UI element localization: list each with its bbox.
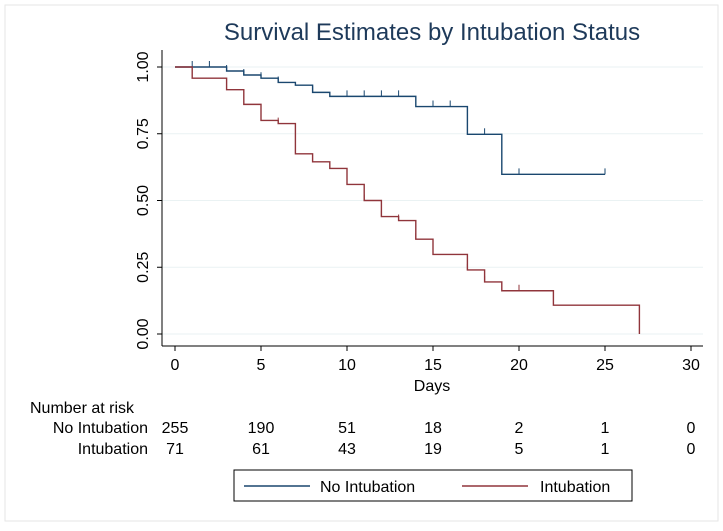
x-tick-label: 15: [424, 357, 442, 374]
risk-value-no-intubation: 51: [338, 420, 356, 437]
legend-box: [233, 469, 633, 502]
x-tick-label: 10: [338, 357, 356, 374]
risk-table: Number at risk No Intubation Intubation …: [30, 400, 696, 458]
x-tick-label: 5: [257, 357, 266, 374]
y-tick-label: 0.25: [135, 252, 152, 283]
y-tick-label: 0.75: [135, 118, 152, 149]
risk-value-no-intubation: 0: [687, 420, 696, 437]
risk-value-intubation: 43: [338, 441, 356, 458]
y-axis-ticks: 0.00 0.25 0.50 0.75 1.00: [135, 51, 162, 350]
gridlines: [162, 66, 703, 335]
risk-value-no-intubation: 255: [162, 420, 189, 437]
outer-border: [4, 4, 719, 522]
risk-value-no-intubation: 18: [424, 420, 442, 437]
risk-values: 255 190 51 18 2 1 071 61 43 19 5 1 0: [162, 420, 696, 458]
x-axis-label: Days: [414, 378, 450, 395]
series-layer: [175, 61, 641, 334]
legend-label-no-intubation: No Intubation: [320, 479, 415, 496]
risk-row-label-intubation: Intubation: [78, 441, 148, 458]
chart-title: Survival Estimates by Intubation Status: [224, 19, 640, 46]
legend-label-intubation: Intubation: [540, 479, 610, 496]
y-tick-label: 1.00: [135, 51, 152, 82]
x-axis-ticks: 0 5 10 15 20 25 30: [171, 346, 700, 374]
risk-row-label-no-intubation: No Intubation: [53, 420, 148, 437]
y-tick-label: 0.00: [135, 318, 152, 349]
risk-value-intubation: 0: [687, 441, 696, 458]
risk-value-intubation: 1: [601, 441, 610, 458]
risk-value-intubation: 19: [424, 441, 442, 458]
y-tick-label: 0.50: [135, 185, 152, 216]
risk-value-no-intubation: 2: [515, 420, 524, 437]
risk-value-intubation: 5: [515, 441, 524, 458]
legend: No Intubation Intubation: [233, 469, 633, 502]
risk-value-intubation: 61: [252, 441, 270, 458]
x-tick-label: 20: [510, 357, 528, 374]
x-tick-label: 0: [171, 357, 180, 374]
risk-value-no-intubation: 190: [248, 420, 275, 437]
x-tick-label: 25: [596, 357, 614, 374]
risk-value-no-intubation: 1: [601, 420, 610, 437]
risk-table-title: Number at risk: [30, 400, 135, 417]
risk-value-intubation: 71: [166, 441, 184, 458]
x-tick-label: 30: [682, 357, 700, 374]
